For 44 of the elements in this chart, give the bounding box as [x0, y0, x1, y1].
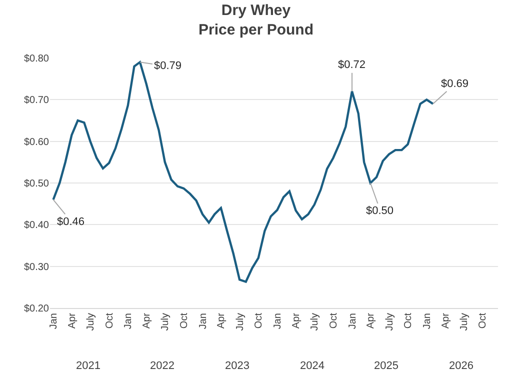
- x-tick-label: Apr: [142, 312, 153, 329]
- x-tick-label: July: [160, 313, 172, 331]
- x-tick-label: Oct: [178, 312, 190, 329]
- x-tick-label: Oct: [104, 312, 116, 329]
- y-tick-label: $0.70: [24, 95, 50, 106]
- text: 2022: [150, 360, 174, 372]
- x-tick-label: Apr: [291, 312, 302, 329]
- x-tick-label: Apr: [440, 312, 452, 329]
- x-tick-label: July: [384, 313, 396, 331]
- x-tick-label: Oct: [403, 312, 414, 329]
- y-tick-label: $0.40: [24, 220, 50, 232]
- y-tick-label: $0.30: [24, 262, 50, 273]
- x-tick-label: Jan: [347, 313, 358, 330]
- chart-title: Dry Whey Price per Pound: [198, 2, 314, 38]
- annotation: $0.69: [441, 78, 469, 90]
- x-tick-label: Jan: [198, 313, 209, 330]
- x-tick-label: Jan: [48, 313, 60, 330]
- x-tick-label: Jan: [422, 313, 433, 330]
- x-tick-label: July: [86, 313, 97, 331]
- x-tick-label: Apr: [366, 312, 377, 329]
- annotation: $0.46: [57, 216, 85, 228]
- annotation: $0.79: [154, 60, 182, 72]
- y-tick-label: $0.50: [24, 178, 50, 190]
- x-tick-label: Oct: [328, 312, 340, 329]
- x-tick-label: Apr: [216, 312, 228, 329]
- text: 2023: [225, 360, 250, 372]
- line-series: [52, 61, 434, 283]
- x-tick-label: July: [458, 313, 470, 331]
- x-tick-label: July: [234, 313, 246, 331]
- x-tick-label: Apr: [66, 312, 78, 329]
- x-tick-label: Oct: [478, 312, 489, 329]
- y-tick-label: $0.20: [24, 304, 50, 314]
- text: 2024: [300, 360, 324, 372]
- x-tick-label: Jan: [123, 313, 134, 330]
- annotation: $0.50: [366, 205, 394, 217]
- x-tick-label: Jan: [272, 313, 284, 330]
- text: 2025: [374, 360, 398, 372]
- y-tick-label: $0.80: [24, 54, 50, 64]
- text: 2026: [449, 360, 474, 372]
- y-tick-label: $0.60: [24, 136, 50, 148]
- annotation: $0.72: [338, 59, 366, 71]
- text: 2021: [76, 360, 100, 372]
- x-tick-label: Oct: [254, 312, 265, 329]
- x-tick-label: July: [310, 313, 321, 331]
